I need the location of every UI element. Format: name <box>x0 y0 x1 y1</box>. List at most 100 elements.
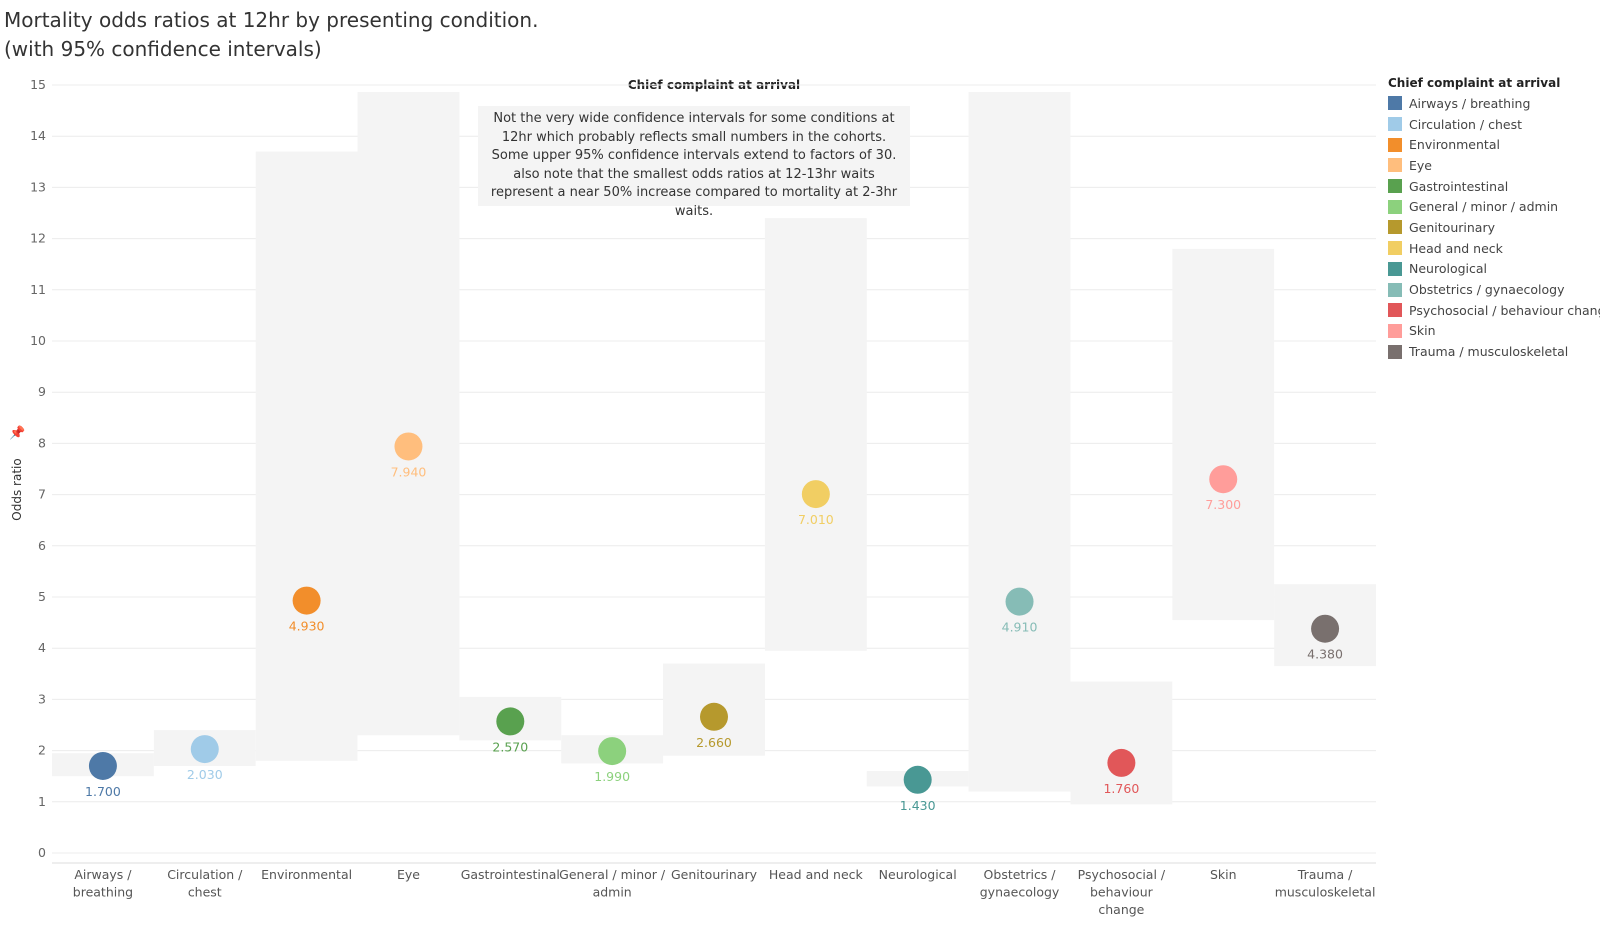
legend-swatch <box>1388 199 1402 214</box>
legend-label: Eye <box>1409 157 1432 173</box>
legend-swatch <box>1388 344 1402 359</box>
legend-item[interactable]: Genitourinary <box>1388 217 1600 238</box>
legend-label: Airways / breathing <box>1409 95 1531 111</box>
legend-swatch <box>1388 282 1402 297</box>
legend-label: Genitourinary <box>1409 219 1495 235</box>
legend-item[interactable]: Head and neck <box>1388 238 1600 259</box>
ci-band <box>764 218 867 651</box>
x-tick-label: gynaecology <box>980 885 1060 900</box>
legend-item[interactable]: Trauma / musculoskeletal <box>1388 341 1600 362</box>
title-line-2: (with 95% confidence intervals) <box>4 37 322 61</box>
legend-swatch <box>1388 261 1402 276</box>
legend-item[interactable]: Psychosocial / behaviour change <box>1388 300 1600 321</box>
data-label: 2.570 <box>492 739 528 754</box>
data-label: 7.300 <box>1205 497 1241 512</box>
data-point <box>496 707 525 736</box>
legend-swatch <box>1388 179 1402 194</box>
data-point <box>903 765 932 794</box>
y-axis-label: Odds ratio <box>10 458 24 520</box>
annotation-box: Not the very wide confidence intervals f… <box>478 106 910 219</box>
y-tick-label: 0 <box>38 845 46 860</box>
data-point <box>292 586 321 615</box>
x-tick-label: behaviour <box>1090 885 1154 900</box>
title-line-1: Mortality odds ratios at 12hr by present… <box>4 8 539 32</box>
data-label: 7.940 <box>391 464 427 479</box>
x-tick-label: Skin <box>1210 867 1237 882</box>
legend-item[interactable]: Environmental <box>1388 134 1600 155</box>
legend-swatch <box>1388 323 1402 338</box>
y-tick-label: 1 <box>38 794 46 809</box>
ci-band <box>968 92 1071 792</box>
ci-band <box>357 92 460 736</box>
x-tick-label: Head and neck <box>769 867 864 882</box>
data-point <box>1209 465 1238 494</box>
legend-item[interactable]: Skin <box>1388 321 1600 342</box>
x-tick-label: Airways / <box>74 867 132 882</box>
x-tick-label: chest <box>188 885 222 900</box>
data-point <box>700 702 728 731</box>
data-label: 4.910 <box>1002 620 1038 635</box>
legend-label: Head and neck <box>1409 240 1503 256</box>
x-tick-label: Trauma / <box>1297 867 1353 882</box>
legend-label: Environmental <box>1409 137 1500 153</box>
legend-label: Skin <box>1409 323 1436 339</box>
x-tick-label: admin <box>593 885 632 900</box>
legend-item[interactable]: Neurological <box>1388 259 1600 280</box>
legend-item[interactable]: Circulation / chest <box>1388 114 1600 135</box>
x-tick-label: Psychosocial / <box>1078 867 1166 882</box>
legend-swatch <box>1388 303 1402 318</box>
ci-band <box>1172 248 1275 621</box>
x-tick-label: Neurological <box>879 867 957 882</box>
legend-title: Chief complaint at arrival <box>1388 76 1561 90</box>
data-label: 1.990 <box>594 769 630 784</box>
x-tick-label: Gastrointestinal <box>461 867 560 882</box>
legend-item[interactable]: Airways / breathing <box>1388 93 1600 114</box>
data-point <box>1311 614 1340 643</box>
data-label: 1.430 <box>900 798 936 813</box>
ci-band <box>1070 681 1173 805</box>
y-tick-label: 10 <box>30 333 46 348</box>
x-tick-label: Circulation / <box>167 867 243 882</box>
data-point <box>598 737 627 766</box>
legend-item[interactable]: General / minor / admin <box>1388 196 1600 217</box>
x-tick-label: musculoskeletal <box>1275 885 1376 900</box>
y-tick-label: 7 <box>38 487 46 502</box>
data-point <box>1107 748 1136 777</box>
legend-swatch <box>1388 241 1402 256</box>
pin-icon[interactable]: 📌 <box>9 426 26 441</box>
x-tick-label: General / minor / <box>559 867 666 882</box>
legend-label: Neurological <box>1409 261 1488 277</box>
data-label: 4.380 <box>1307 647 1343 662</box>
ci-band <box>255 151 358 761</box>
data-label: 1.760 <box>1103 781 1139 796</box>
y-tick-label: 11 <box>30 282 46 297</box>
y-tick-label: 13 <box>30 179 46 194</box>
data-point <box>801 480 830 509</box>
y-tick-label: 5 <box>38 589 46 604</box>
data-point <box>88 751 117 780</box>
y-tick-label: 6 <box>38 538 46 553</box>
data-label: 2.660 <box>696 735 732 750</box>
y-tick-label: 9 <box>38 384 46 399</box>
legend-label: Trauma / musculoskeletal <box>1409 344 1569 360</box>
legend-item[interactable]: Obstetrics / gynaecology <box>1388 279 1600 300</box>
data-label: 2.030 <box>187 767 223 782</box>
x-tick-label: Environmental <box>261 867 352 882</box>
x-tick-label: Obstetrics / <box>984 867 1057 882</box>
chart: Chief complaint at arrival01234567891011… <box>10 77 1376 917</box>
legend-item[interactable]: Eye <box>1388 155 1600 176</box>
legend-item[interactable]: Gastrointestinal <box>1388 176 1600 197</box>
legend-label: Gastrointestinal <box>1409 178 1509 194</box>
legend-swatch <box>1388 117 1402 132</box>
legend-items: Airways / breathing Circulation / chest En… <box>1388 93 1600 362</box>
data-label: 1.700 <box>85 784 121 799</box>
x-tick-label: Eye <box>397 867 420 882</box>
legend-swatch <box>1388 220 1402 235</box>
data-point <box>190 735 219 764</box>
y-tick-label: 15 <box>30 77 46 92</box>
x-tick-label: Genitourinary <box>671 867 758 882</box>
legend-swatch <box>1388 96 1402 111</box>
data-point <box>1005 587 1034 616</box>
y-tick-label: 2 <box>38 743 46 758</box>
legend-label: Circulation / chest <box>1409 116 1522 132</box>
